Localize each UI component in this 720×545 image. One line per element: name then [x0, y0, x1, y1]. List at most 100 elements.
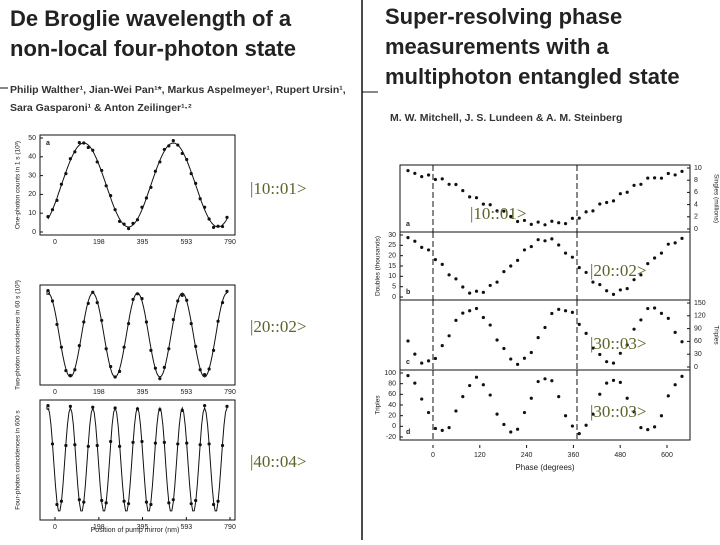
y-tick-label: 25: [388, 242, 396, 249]
y-axis-label: Triples: [375, 395, 382, 415]
y-tick-label: 30: [388, 232, 396, 239]
left-authors: Sara Gasparoni¹ & Anton Zeilinger¹·²: [10, 102, 192, 114]
dot: [447, 273, 451, 277]
dot: [659, 311, 664, 315]
dot: [557, 395, 561, 399]
dot: [618, 351, 622, 355]
y-tick-label: 40: [388, 402, 396, 409]
x-tick-label: 0: [431, 452, 435, 459]
dot: [495, 338, 499, 342]
dot: [522, 248, 527, 252]
dot: [570, 424, 575, 428]
dot: [625, 190, 629, 194]
dot: [529, 350, 533, 355]
y-axis-label: Triples: [712, 325, 719, 345]
x-tick-label: 600: [661, 452, 673, 459]
dot: [653, 256, 657, 260]
dot: [563, 309, 568, 313]
x-tick-label: 198: [93, 524, 105, 531]
y-tick-label: 20: [388, 253, 396, 260]
dot: [180, 293, 184, 297]
annotation: |40::04>: [250, 452, 306, 471]
dot: [563, 222, 568, 226]
dot: [461, 189, 465, 193]
dot: [481, 383, 485, 387]
x-tick-label: 593: [181, 389, 193, 396]
dot: [536, 379, 540, 384]
dot: [673, 383, 677, 387]
dot: [447, 182, 451, 186]
dot: [474, 306, 479, 311]
y-tick-label: 30: [28, 172, 36, 179]
dot: [454, 318, 458, 322]
dot: [673, 173, 677, 177]
dot: [488, 323, 492, 327]
dot: [158, 377, 162, 381]
dot: [440, 428, 444, 432]
dot: [420, 245, 424, 249]
panel-letter: c: [406, 359, 410, 366]
y-tick-label: 0: [32, 229, 36, 236]
dot: [584, 270, 588, 275]
dot: [577, 322, 581, 326]
right-title: Super-resolving phase: [385, 4, 622, 29]
y-tick-label: 2: [694, 214, 698, 221]
y-tick-label: 50: [28, 135, 36, 142]
panel-letter: b: [406, 289, 410, 296]
dot: [632, 410, 636, 414]
dot: [557, 243, 561, 247]
y-axis-label: Singles (millions): [712, 174, 719, 223]
y-tick-label: 6: [694, 189, 698, 196]
dot: [618, 192, 622, 196]
dot: [605, 289, 609, 293]
dot: [584, 423, 588, 427]
dot: [522, 218, 527, 223]
y-tick-label: 15: [388, 263, 396, 270]
plot-frame: [39, 399, 236, 521]
dot: [605, 200, 609, 205]
dot: [126, 227, 131, 231]
dot: [447, 426, 451, 430]
dot: [680, 169, 684, 173]
dot: [406, 374, 410, 378]
dot: [481, 315, 485, 320]
dot: [433, 177, 437, 182]
dot: [433, 257, 437, 262]
y-tick-label: 0: [694, 226, 698, 233]
right-title: measurements with a: [385, 34, 610, 59]
dot: [426, 173, 431, 177]
y-tick-label: 0: [694, 364, 698, 371]
dot: [46, 289, 50, 293]
dot: [611, 361, 616, 365]
dot: [516, 427, 520, 431]
dot: [584, 331, 588, 335]
dot: [611, 292, 616, 296]
dot: [543, 325, 547, 330]
y-axis-label: Four-photon coincidences in 600 s: [15, 410, 22, 510]
dot: [611, 199, 616, 203]
dot: [468, 309, 472, 313]
x-tick-label: 120: [474, 452, 486, 459]
dot: [646, 306, 650, 311]
left-title: non-local four-photon state: [10, 36, 296, 61]
dot: [570, 255, 575, 259]
dot: [488, 283, 492, 288]
dot: [557, 221, 561, 225]
dot: [454, 409, 458, 413]
dot: [591, 209, 595, 213]
dot: [461, 285, 465, 289]
dot: [203, 404, 207, 408]
annotation: |30::03>: [590, 402, 646, 421]
dot: [406, 236, 410, 240]
dot: [543, 223, 547, 227]
plot-frame: [39, 284, 236, 386]
y-tick-label: 100: [384, 370, 396, 377]
dot: [46, 404, 50, 408]
dot: [666, 171, 670, 176]
dot: [509, 357, 513, 361]
dot: [550, 237, 554, 241]
dot: [625, 396, 629, 400]
dot: [598, 202, 602, 206]
dot: [516, 258, 520, 262]
